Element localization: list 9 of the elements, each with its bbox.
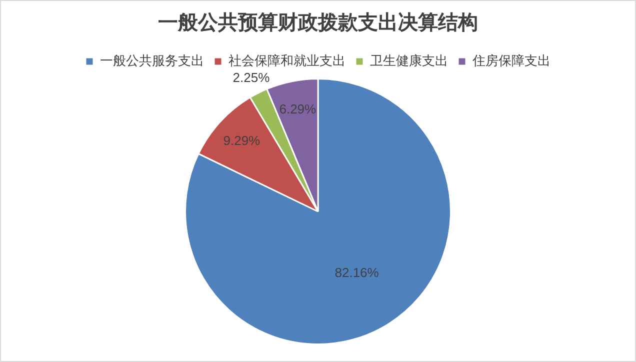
data-label: 6.29%: [279, 102, 317, 117]
chart-title: 一般公共预算财政拨款支出决算结构: [157, 11, 479, 36]
legend-label: 住房保障支出: [472, 53, 550, 68]
data-label: 2.25%: [232, 70, 270, 86]
legend-label: 社会保障和就业支出: [228, 53, 346, 68]
legend-label: 卫生健康支出: [370, 53, 448, 68]
data-label: 82.16%: [334, 264, 380, 280]
data-label: 9.29%: [223, 133, 261, 148]
legend-label: 一般公共服务支出: [100, 53, 204, 68]
